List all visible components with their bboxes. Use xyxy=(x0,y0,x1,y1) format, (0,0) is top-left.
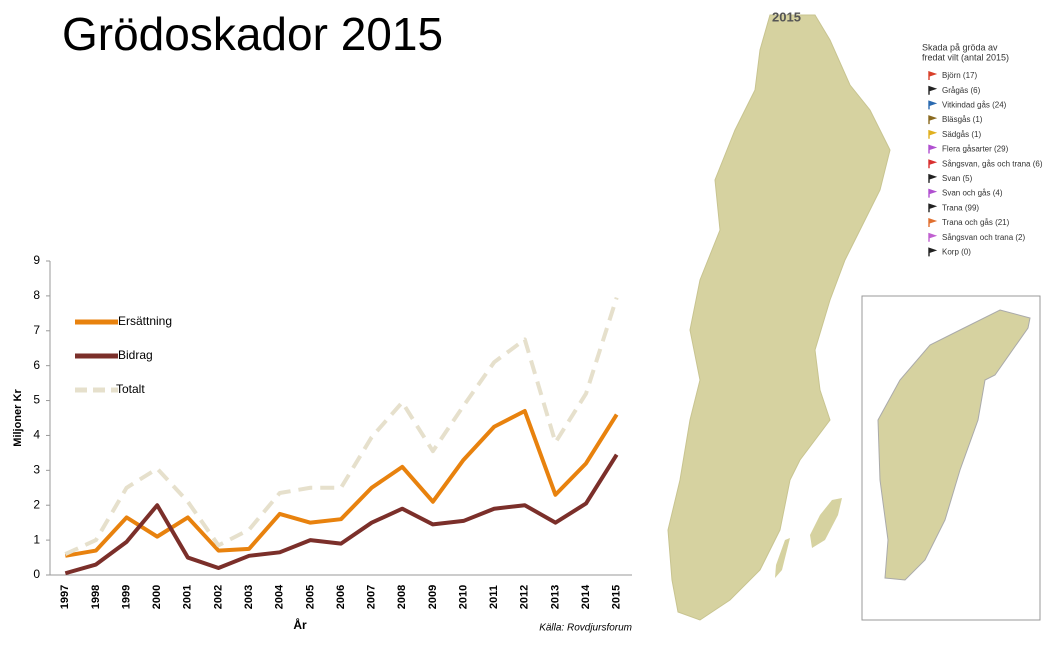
x-tick-label: 2009 xyxy=(427,585,439,609)
x-tick-label: 2011 xyxy=(488,585,500,609)
gotland-shape xyxy=(810,498,842,548)
x-tick-label: 2004 xyxy=(274,584,286,609)
legend-label: Ersättning xyxy=(118,314,172,328)
map-legend-label: Korp (0) xyxy=(942,248,971,257)
map-legend-icon xyxy=(928,71,938,80)
map-legend-label: Grågäs (6) xyxy=(942,86,981,95)
map-legend-icon xyxy=(928,100,938,110)
map-legend-icon xyxy=(928,232,938,242)
oland-shape xyxy=(775,538,790,578)
x-tick-label: 2008 xyxy=(396,585,408,609)
y-tick-label: 5 xyxy=(33,393,40,407)
y-tick-label: 8 xyxy=(33,288,40,302)
map-legend-icon xyxy=(928,203,938,213)
series-line xyxy=(64,409,619,558)
map-legend-label: Trana och gås (21) xyxy=(942,218,1010,227)
y-tick-label: 1 xyxy=(33,532,40,546)
map-legend-label: Trana (99) xyxy=(942,203,979,212)
x-tick-label: 2005 xyxy=(304,585,316,609)
x-tick-label: 1997 xyxy=(59,585,71,609)
map-legend-icon xyxy=(928,144,938,154)
y-tick-label: 4 xyxy=(33,428,40,442)
map-legend-label: Sädgås (1) xyxy=(942,130,981,139)
map-legend-icon xyxy=(928,85,938,95)
sweden-shape xyxy=(667,14,891,621)
gotland-inset xyxy=(877,309,1031,581)
x-tick-label: 2000 xyxy=(151,585,163,609)
map-legend-icon xyxy=(928,129,938,139)
x-tick-label: 2010 xyxy=(457,585,469,609)
x-tick-label: 2012 xyxy=(519,585,531,609)
map-year: 2015 xyxy=(772,9,801,24)
y-tick-label: 7 xyxy=(33,323,40,337)
x-tick-label: 2006 xyxy=(335,585,347,609)
legend-label: Totalt xyxy=(116,382,145,396)
x-tick-label: 1998 xyxy=(90,585,102,609)
map-legend-title: Skada på gröda av xyxy=(922,42,998,52)
map-legend-label: Björn (17) xyxy=(942,71,977,80)
y-tick-label: 0 xyxy=(33,567,40,581)
x-tick-label: 2013 xyxy=(549,585,561,609)
y-tick-label: 3 xyxy=(33,463,40,477)
x-tick-label: 2007 xyxy=(366,585,378,609)
map-legend-label: Svan (5) xyxy=(942,174,973,183)
y-tick-label: 9 xyxy=(33,253,40,267)
x-tick-label: 2003 xyxy=(243,585,255,609)
x-axis-label: År xyxy=(293,617,307,632)
x-tick-label: 2014 xyxy=(580,584,592,609)
y-tick-label: 6 xyxy=(33,358,40,372)
map-legend-icon xyxy=(928,173,938,183)
slide-title: Grödoskador 2015 xyxy=(62,8,443,60)
map-legend-label: Sångsvan och trana (2) xyxy=(942,233,1025,242)
x-tick-label: 1999 xyxy=(120,585,132,609)
series-line xyxy=(64,453,619,576)
map-legend-icon xyxy=(928,247,938,257)
map xyxy=(667,14,1041,621)
x-tick-label: 2015 xyxy=(611,585,623,609)
y-tick-label: 2 xyxy=(33,497,40,511)
map-legend-label: Sångsvan, gås och trana (6) xyxy=(942,159,1043,168)
map-legend-label: Vitkindad gås (24) xyxy=(942,101,1007,110)
y-axis-label: Miljoner Kr xyxy=(12,389,24,447)
map-legend-label: Flera gåsarter (29) xyxy=(942,145,1009,154)
legend-label: Bidrag xyxy=(118,348,153,362)
x-tick-label: 2002 xyxy=(212,585,224,609)
map-legend-icon xyxy=(928,218,938,227)
map-legend-icon xyxy=(928,188,938,198)
x-tick-label: 2001 xyxy=(182,585,194,609)
map-legend-title: fredat vilt (antal 2015) xyxy=(922,52,1009,62)
series-line xyxy=(64,297,619,556)
map-legend-icon xyxy=(928,159,938,169)
map-legend-label: Svan och gås (4) xyxy=(942,189,1003,198)
source-note: Källa: Rovdjursforum xyxy=(539,623,632,634)
map-legend-label: Bläsgås (1) xyxy=(942,115,983,124)
map-legend-icon xyxy=(928,115,938,125)
